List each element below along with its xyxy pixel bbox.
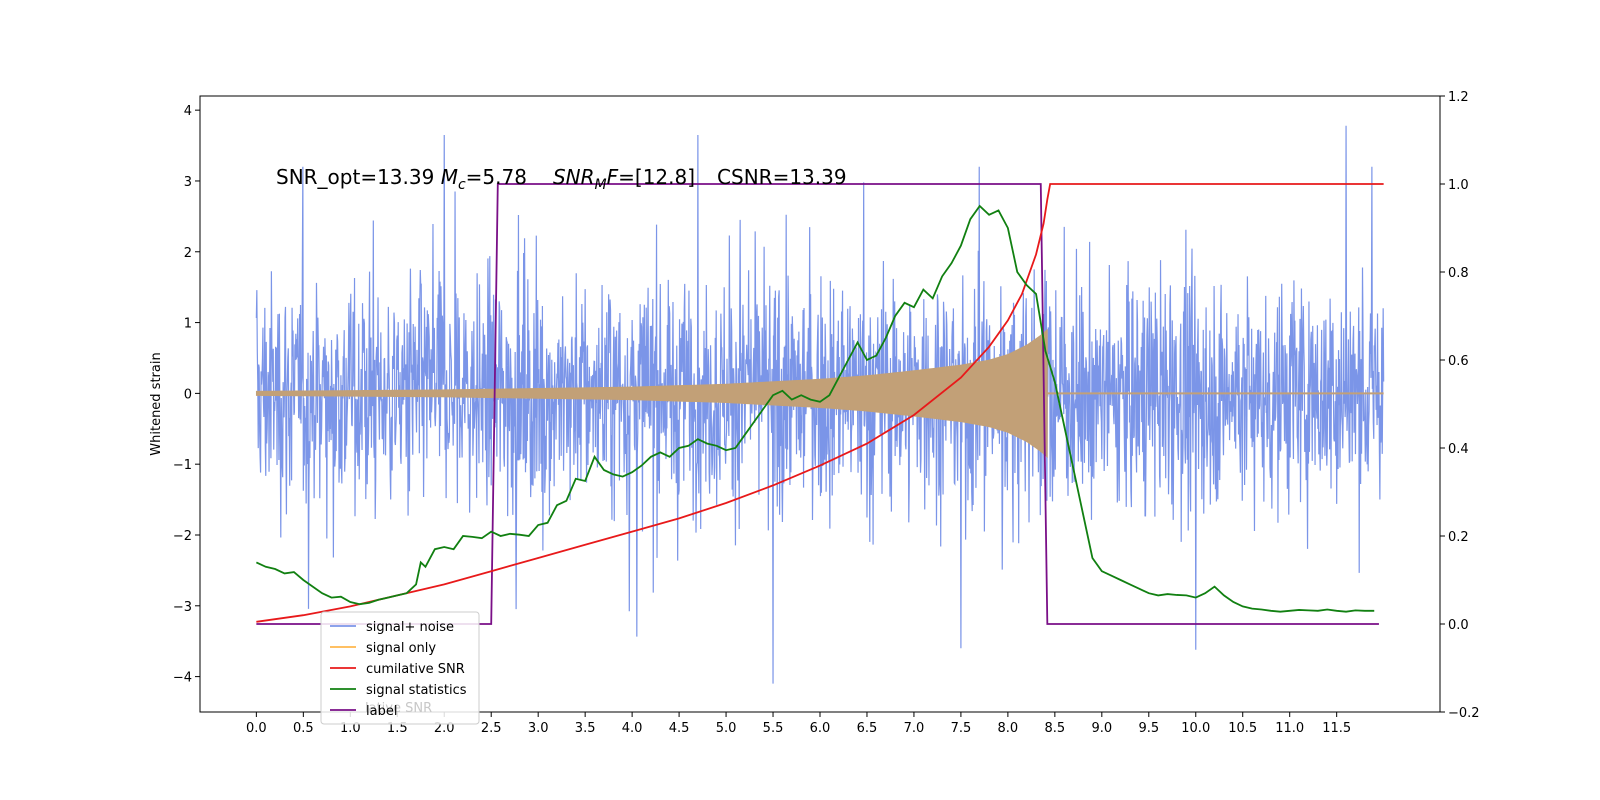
y2-tick-label: 1.2 xyxy=(1448,90,1469,105)
x-tick-label: 8.5 xyxy=(1045,721,1066,736)
y-tick-label: −3 xyxy=(173,600,192,615)
x-tick-label: 1.5 xyxy=(387,721,408,736)
x-tick-label: 6.5 xyxy=(857,721,878,736)
legend-entry-label: label xyxy=(366,704,397,719)
x-tick-label: 7.0 xyxy=(904,721,925,736)
annotation-prefix: SNR_opt=13.39 xyxy=(276,165,441,189)
x-tick-label: 9.5 xyxy=(1138,721,1159,736)
x-tick-label: 10.5 xyxy=(1228,721,1257,736)
x-tick-label: 0.5 xyxy=(293,721,314,736)
x-tick-label: 2.0 xyxy=(434,721,455,736)
series-signal-statistics-line xyxy=(255,204,1375,613)
y2-tick-label: 0.0 xyxy=(1448,618,1469,633)
annotation-csnr: CSNR=13.39 xyxy=(717,165,847,189)
x-tick-label: 4.0 xyxy=(622,721,643,736)
x-tick-label: 5.0 xyxy=(716,721,737,736)
x-tick-label: 11.5 xyxy=(1322,721,1351,736)
legend-entry-label: signal only xyxy=(366,641,436,656)
y-tick-label: −1 xyxy=(173,458,192,473)
x-tick-label: 0.0 xyxy=(246,721,267,736)
y2-tick-label: 0.6 xyxy=(1448,354,1469,369)
annotation-snr-sub: M xyxy=(595,177,607,193)
legend-box xyxy=(320,611,480,725)
y2-tick-label: 0.4 xyxy=(1448,442,1469,457)
legend-entry-label: cumilative SNR xyxy=(366,662,465,677)
x-tick-label: 5.5 xyxy=(763,721,784,736)
legend: lative SNR signal+ noise signal only cumil… xyxy=(320,611,480,725)
y-tick-label: −2 xyxy=(173,529,192,544)
y-axis-label: Whitened strain xyxy=(149,352,164,455)
legend-entry-label: signal+ noise xyxy=(366,620,454,635)
series-signal-only-fill xyxy=(255,328,1048,458)
x-tick-label: 3.5 xyxy=(575,721,596,736)
x-tick-label: 2.5 xyxy=(481,721,502,736)
annotation-text: SNR_opt=13.39 Mc=5.78 SNRMF=[12.8] CSNR=13… xyxy=(276,165,847,193)
series-cumulative-snr-line xyxy=(256,183,1384,623)
axes-layer: 0.0 0.5 1.0 1.5 2.0 2.5 3.0 3.5 4.0 4.5 5.0 5.5 6.0 6… xyxy=(173,90,1480,736)
annotation-mc-sub: c xyxy=(458,177,466,193)
annotation-snr-tail: F xyxy=(607,165,619,189)
y2-tick-label: 0.8 xyxy=(1448,266,1469,281)
x-tick-label: 8.0 xyxy=(998,721,1019,736)
x-tick-label: 7.5 xyxy=(951,721,972,736)
y2-tick-label: 0.2 xyxy=(1448,530,1469,545)
legend-entry-label: signal statistics xyxy=(366,683,467,698)
y-tick-label: 2 xyxy=(184,246,192,261)
x-tick-label: 11.0 xyxy=(1275,721,1304,736)
x-tick-label: 1.0 xyxy=(340,721,361,736)
y-tick-label: 0 xyxy=(184,387,192,402)
x-tick-label: 4.5 xyxy=(669,721,690,736)
x-tick-label: 3.0 xyxy=(528,721,549,736)
legend-entries: signal+ noise signal only cumilative SNR si… xyxy=(330,620,467,719)
x-tick-label: 6.0 xyxy=(810,721,831,736)
y-tick-label: 3 xyxy=(184,175,192,190)
y-tick-label: −4 xyxy=(173,671,192,686)
x-tick-label: 9.0 xyxy=(1091,721,1112,736)
annotation-snr-value: =[12.8] xyxy=(618,165,695,189)
y2-tick-label: −0.2 xyxy=(1448,706,1480,721)
y-tick-label: 4 xyxy=(184,104,192,119)
x-tick-label: 10.0 xyxy=(1181,721,1210,736)
annotation-mc-value: =5.78 xyxy=(466,165,527,189)
annotation-mc-symbol: M xyxy=(441,165,458,189)
annotation-snr-symbol: SNR xyxy=(553,165,595,189)
legend-overlapped-text: lative SNR xyxy=(365,701,432,716)
y-tick-label: 1 xyxy=(184,317,192,332)
y2-tick-label: 1.0 xyxy=(1448,178,1469,193)
